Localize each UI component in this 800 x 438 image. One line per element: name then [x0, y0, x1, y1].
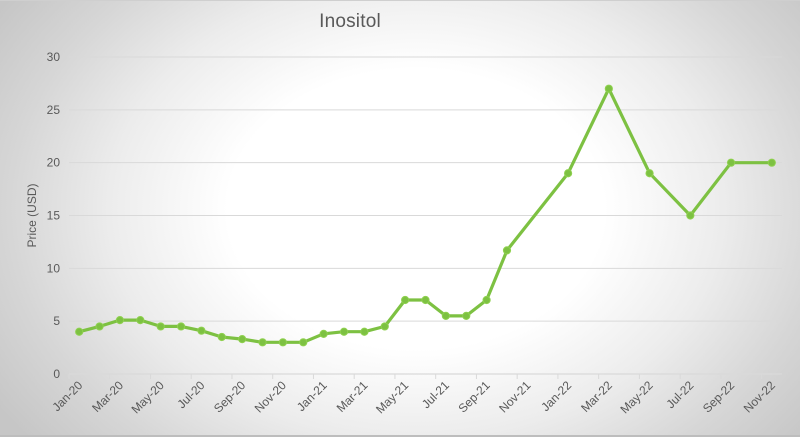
data-point-marker	[217, 332, 226, 342]
x-tick-label: May-22	[618, 378, 656, 416]
y-axis-title: Price (USD)	[25, 183, 39, 247]
data-point-marker	[767, 158, 776, 167]
series-line	[77, 87, 774, 344]
x-tick-label: May-21	[373, 378, 411, 416]
data-point-marker	[502, 246, 512, 255]
x-tick-label: Jul-20	[175, 378, 208, 411]
data-point-marker	[482, 295, 491, 305]
data-point-marker	[75, 327, 84, 336]
x-tick-label: Nov-21	[496, 378, 533, 415]
y-tick-label: 10	[47, 261, 61, 275]
y-tick-label: 5	[53, 314, 60, 328]
data-point-marker	[156, 322, 165, 331]
data-point-marker	[319, 329, 328, 338]
data-point-marker	[339, 327, 349, 336]
x-tick-label: Jan-22	[538, 378, 574, 414]
data-point-marker	[380, 322, 389, 331]
chart-title: Inositol	[319, 11, 381, 32]
data-point-marker	[238, 335, 247, 344]
data-point-marker	[115, 316, 125, 325]
x-tick-label: Mar-20	[89, 378, 126, 415]
x-tick-label: Nov-22	[741, 378, 778, 415]
data-point-marker	[421, 295, 430, 305]
x-tick-label: Sep-21	[455, 378, 492, 415]
x-tick-label: Jan-20	[49, 378, 85, 414]
data-point-marker	[645, 169, 654, 178]
x-tick-label: May-20	[129, 378, 167, 416]
data-point-marker	[360, 327, 369, 336]
data-point-marker	[686, 211, 695, 220]
data-point-marker	[95, 322, 104, 331]
x-tick-label: Mar-22	[578, 378, 615, 415]
x-tick-label: Sep-22	[700, 378, 737, 415]
data-point-marker	[401, 295, 410, 305]
y-tick-label: 30	[47, 50, 61, 64]
data-point-marker	[726, 158, 736, 167]
y-tick-label: 25	[47, 103, 61, 117]
data-point-marker	[604, 84, 613, 93]
y-tick-label: 0	[53, 367, 60, 381]
x-tick-label: Jan-21	[294, 378, 330, 414]
data-point-marker	[197, 326, 206, 335]
y-tick-label: 15	[47, 209, 61, 223]
data-point-marker	[176, 322, 186, 331]
data-point-marker	[441, 311, 450, 320]
data-point-marker	[278, 338, 287, 347]
data-point-marker	[136, 316, 145, 325]
data-point-marker	[462, 311, 471, 320]
x-tick-label: Sep-20	[211, 378, 248, 415]
data-point-marker	[299, 338, 308, 347]
data-point-marker	[564, 169, 573, 178]
x-tick-label: Jul-22	[663, 378, 696, 411]
x-tick-label: Jul-21	[419, 378, 452, 411]
x-tick-label: Nov-20	[252, 378, 289, 415]
data-point-marker	[258, 338, 267, 347]
x-tick-label: Mar-21	[334, 378, 371, 415]
y-tick-label: 20	[47, 156, 61, 170]
